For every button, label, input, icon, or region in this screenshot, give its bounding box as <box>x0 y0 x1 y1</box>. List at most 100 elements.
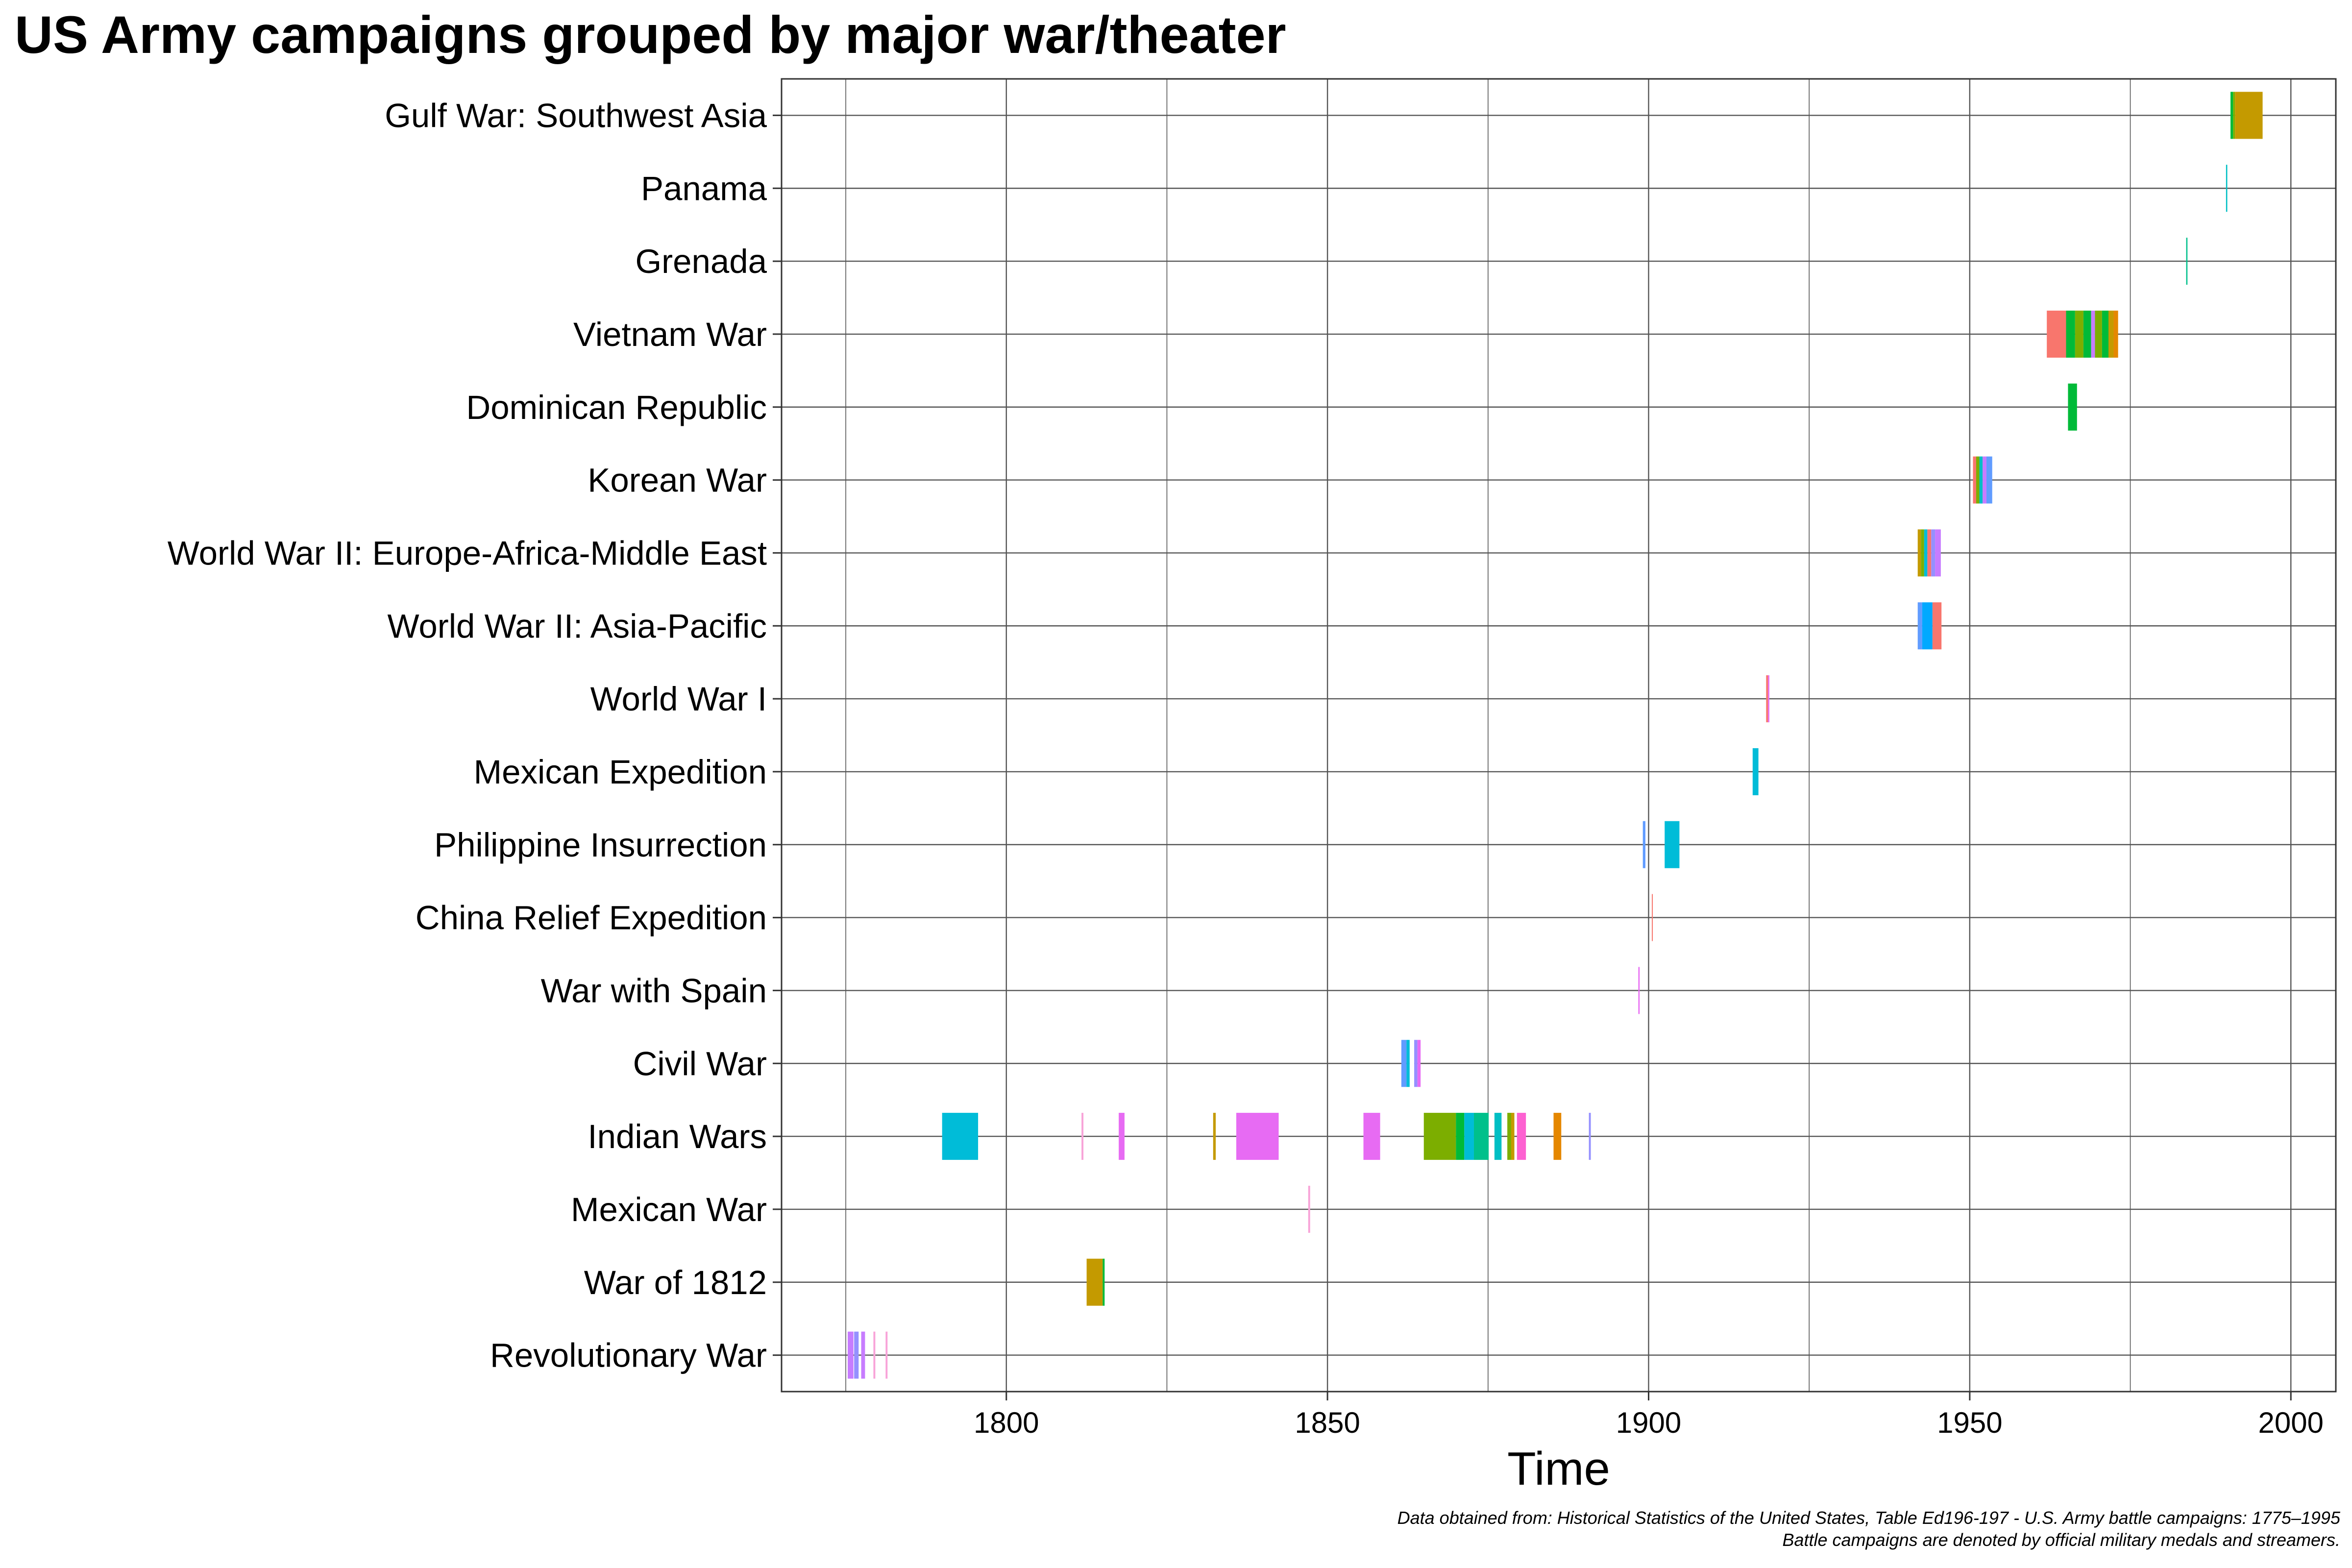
y-tick-label: Revolutionary War <box>490 1337 767 1374</box>
y-tick-label: War of 1812 <box>584 1264 767 1301</box>
campaign-bar <box>1401 1040 1407 1087</box>
campaign-bar <box>885 1331 888 1379</box>
campaign-bar <box>1638 967 1640 1014</box>
campaign-bar <box>1363 1113 1380 1160</box>
y-tick-label: Gulf War: Southwest Asia <box>385 97 767 134</box>
campaign-bar <box>2091 310 2095 358</box>
campaign-bar <box>873 1331 876 1379</box>
campaign-bar <box>1665 821 1680 868</box>
campaign-bar <box>1973 456 1976 504</box>
campaign-bar <box>1766 675 1768 723</box>
campaign-bar <box>1768 675 1769 723</box>
plot-background <box>782 79 2336 1392</box>
campaign-bar <box>1414 1040 1418 1087</box>
campaign-bar <box>1917 529 1921 577</box>
campaign-bar <box>1924 529 1928 577</box>
campaign-bar <box>2095 310 2102 358</box>
y-tick-label: Dominican Republic <box>466 389 767 426</box>
y-tick-label: Vietnam War <box>573 316 767 353</box>
campaign-bar <box>1922 602 1933 650</box>
campaign-bar <box>1236 1113 1279 1160</box>
x-tick-label: 1950 <box>1937 1406 2002 1439</box>
caption: Data obtained from: Historical Statistic… <box>1397 1507 2340 1551</box>
campaign-bar <box>1589 1113 1591 1160</box>
campaign-bar <box>1642 821 1645 868</box>
x-tick-label: 1800 <box>974 1406 1039 1439</box>
campaign-bar <box>1081 1113 1084 1160</box>
y-tick-label: Korean War <box>588 462 767 499</box>
y-tick-label: Mexican War <box>571 1191 767 1228</box>
y-tick-label: Indian Wars <box>588 1118 767 1155</box>
campaign-bar <box>1308 1185 1310 1233</box>
campaign-bar <box>1983 456 1986 504</box>
y-tick-label: War with Spain <box>541 972 767 1009</box>
x-axis: 1800 1850 1900 1950 2000 <box>974 1392 2324 1439</box>
campaign-bar <box>1931 529 1936 577</box>
campaign-bar <box>1979 456 1983 504</box>
campaign-bar <box>1213 1113 1216 1160</box>
campaign-bar <box>1409 1040 1415 1087</box>
y-tick-label: Mexican Expedition <box>474 753 767 791</box>
y-tick-label: Civil War <box>633 1045 767 1082</box>
campaign-bar <box>1652 894 1653 941</box>
campaign-bar <box>2108 310 2114 358</box>
campaign-bar <box>2233 92 2235 139</box>
y-tick-label: Panama <box>641 170 767 207</box>
campaign-bar <box>1423 1113 1456 1160</box>
plot-border <box>781 78 2337 1393</box>
y-tick-label: Philippine Insurrection <box>434 826 767 864</box>
campaign-bar <box>1511 1113 1515 1160</box>
campaign-bar <box>2068 383 2077 431</box>
campaign-bar <box>1921 529 1924 577</box>
campaign-bar <box>942 1113 979 1160</box>
y-axis: Revolutionary War War of 1812 Mexican War I… <box>168 97 782 1374</box>
campaign-bar <box>1473 1113 1489 1160</box>
campaign-bar <box>2235 92 2263 139</box>
x-tick-label: 1900 <box>1616 1406 1681 1439</box>
chart-title: US Army campaigns grouped by major war/t… <box>15 5 1286 64</box>
campaign-bar <box>1917 602 1922 650</box>
campaign-bar <box>1406 1040 1410 1087</box>
campaign-bar <box>2113 310 2118 358</box>
campaign-bar <box>2186 238 2188 285</box>
campaign-bar <box>1752 748 1759 795</box>
campaign-bar <box>2047 310 2066 358</box>
campaign-bar <box>1517 1113 1526 1160</box>
campaign-bar <box>1507 1113 1512 1160</box>
campaign-bar <box>861 1331 865 1379</box>
x-axis-title: Time <box>1507 1443 1610 1495</box>
campaign-bar <box>1986 456 1992 504</box>
campaign-bar <box>2066 310 2075 358</box>
campaign-bar <box>2102 310 2108 358</box>
campaign-bar <box>1464 1113 1474 1160</box>
campaign-bar <box>1976 456 1980 504</box>
campaign-bar <box>1927 529 1932 577</box>
campaign-bar <box>1086 1258 1103 1306</box>
campaign-bar <box>2083 310 2091 358</box>
grid-lines <box>782 79 2336 1392</box>
campaign-bar <box>1553 1113 1562 1160</box>
campaign-bar <box>1935 529 1941 577</box>
campaign-bar <box>1102 1258 1105 1306</box>
campaign-bar <box>1119 1113 1125 1160</box>
y-tick-label: China Relief Expedition <box>416 899 767 937</box>
x-tick-label: 1850 <box>1295 1406 1360 1439</box>
x-tick-label: 2000 <box>2258 1406 2324 1439</box>
campaign-bar <box>1456 1113 1465 1160</box>
y-tick-label: World War II: Asia-Pacific <box>388 607 767 645</box>
campaign-bar <box>2075 310 2083 358</box>
campaign-bar <box>1932 602 1942 650</box>
campaign-bars <box>848 92 2263 1379</box>
campaign-bar <box>2226 165 2228 212</box>
y-tick-label: Grenada <box>635 243 767 280</box>
campaign-bar <box>1417 1040 1421 1087</box>
y-tick-label: World War I <box>590 680 767 718</box>
campaign-bar <box>848 1331 854 1379</box>
y-tick-label: World War II: Europe-Africa-Middle East <box>168 534 767 572</box>
campaign-bar <box>854 1331 859 1379</box>
caption-line: Battle campaigns are denoted by official… <box>1782 1530 2340 1550</box>
campaign-bar <box>1494 1113 1502 1160</box>
caption-line: Data obtained from: Historical Statistic… <box>1397 1508 2340 1528</box>
campaign-bar <box>2230 92 2233 139</box>
